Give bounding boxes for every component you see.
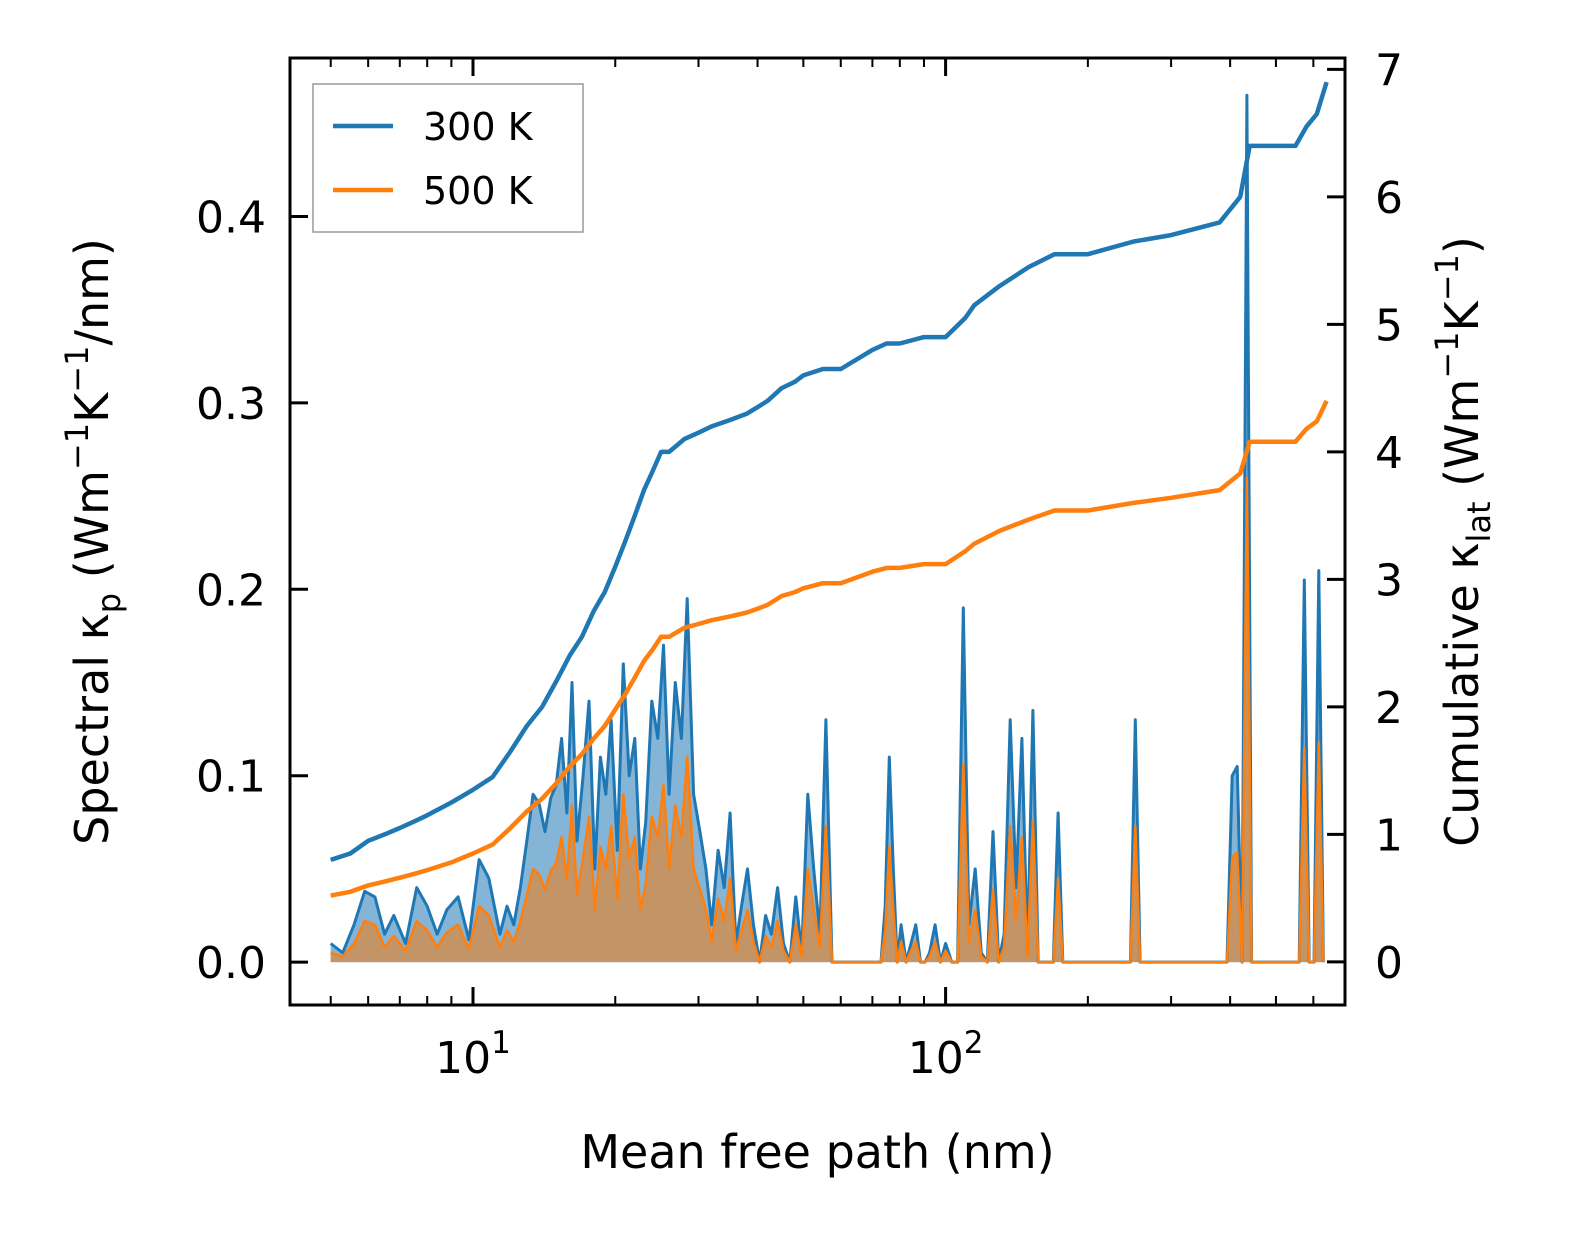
legend-box [312,83,584,233]
cumulative-500k-line [330,399,1329,898]
y-right-tick-label: 0 [1375,938,1403,989]
y-left-tick-label: 0.1 [196,752,266,803]
y-right-axis-title-prefix: Cumulative κ [1435,543,1489,847]
y-left-axis-title-open: (Wm [65,470,119,593]
y-right-tick-label: 5 [1375,300,1403,351]
y-right-tick-label: 2 [1375,683,1403,734]
x-tick-exponent: 2 [964,1025,984,1061]
legend: 300 K 500 K [312,83,584,233]
x-tick-base: 10 [435,1033,491,1084]
y-right-axis-title-sup1: −1 [1428,331,1466,378]
y-left-axis-title-prefix: Spectral κ [65,613,119,845]
y-right-axis-title: Cumulative κlat (Wm−1K−1) [1428,236,1498,847]
legend-label-300k: 300 K [423,105,534,149]
y-left-tick-label: 0.2 [196,565,266,616]
spectral-500k-line [330,476,1325,964]
x-tick-base: 10 [908,1033,964,1084]
axes-layer [288,56,1347,1007]
x-tick-label: 101 [435,1025,511,1084]
plot-frame [288,56,1347,1007]
y-right-axis-title-sup2: −1 [1428,254,1466,301]
y-right-tick-label: 3 [1375,555,1403,606]
y-right-tick-label: 6 [1375,173,1403,224]
x-tick-label: 102 [908,1025,984,1084]
y-left-axis-title-sup2: −1 [58,346,96,393]
legend-label-500k: 500 K [423,169,534,213]
y-right-tick-label: 7 [1375,45,1403,96]
cumulative-300k-line [330,81,1329,863]
y-left-axis-title-mid: K [65,391,119,423]
x-tick-exponent: 1 [491,1025,511,1061]
y-right-tick-label: 4 [1375,428,1403,479]
x-axis-title: Mean free path (nm) [580,1125,1054,1179]
y-left-axis-title-sup1: −1 [58,423,96,470]
series-layer [329,81,1329,964]
y-right-axis-title-mid: K [1435,299,1489,331]
y-right-tick-label: 1 [1375,810,1403,861]
y-left-axis-title: Spectral κp (Wm−1K−1/nm) [58,238,128,845]
y-left-tick-label: 0.0 [196,938,266,989]
y-right-axis-title-close: ) [1435,236,1489,254]
y-left-axis-title-close: /nm) [65,238,119,345]
y-right-axis-title-open: (Wm [1435,379,1489,502]
y-left-tick-label: 0.4 [196,192,266,243]
y-left-axis-title-sub: p [90,593,128,613]
y-right-axis-title-sub: lat [1460,502,1498,543]
y-left-tick-label: 0.3 [196,379,266,430]
